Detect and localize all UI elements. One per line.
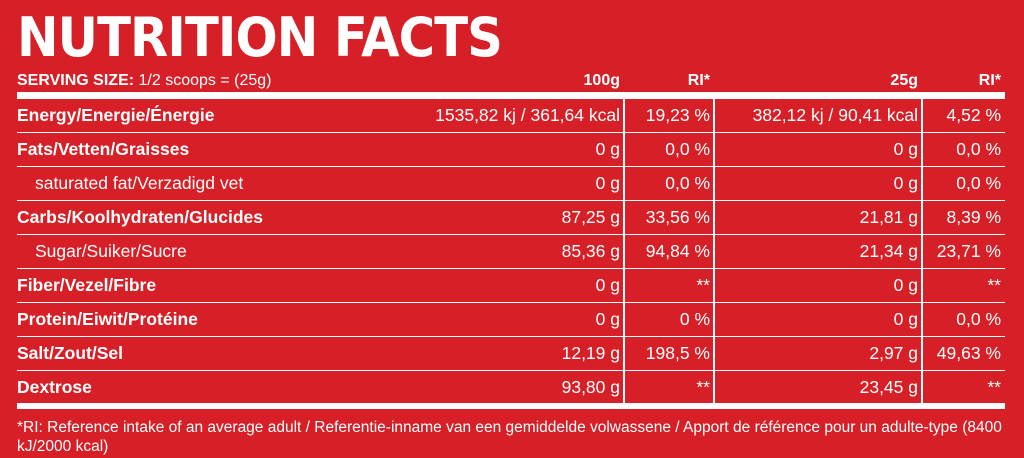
nutrient-row: Fats/Vetten/Graisses 0 g 0,0 % 0 g 0,0 % [17,133,1005,167]
ri-per-serving: 23,71 % [936,241,1001,261]
ri-per-100g: 0,0 % [665,139,710,159]
value-per-100g: 93,80 g [561,376,620,397]
ri-per-serving: 49,63 % [936,343,1001,363]
nutrient-row: Sugar/Suiker/Sucre 85,36 g 94,84 % 21,34 g 2… [17,235,1005,269]
nutrient-name: Protein/Eiwit/Protéine [17,309,198,329]
ri-per-100g: 0 % [679,309,710,329]
value-per-serving: 2,97 g [869,343,918,363]
nutrient-name: saturated fat/Verzadigd vet [35,173,244,193]
value-per-serving: 0 g [893,309,918,329]
nutrient-name: Salt/Zout/Sel [17,343,123,363]
column-divider [713,99,715,409]
serving-size-value: 1/2 scoops = (25g) [134,72,272,89]
header-per-100g: 100g [583,72,620,89]
footnote: *RI: Reference intake of an average adul… [17,419,1002,455]
nutrient-row: Carbs/Koolhydraten/Glucides 87,25 g 33,56 … [17,201,1005,235]
header-ri-serving: RI* [978,72,1001,89]
nutrient-row: Fiber/Vezel/Fibre 0 g ** 0 g ** [17,269,1005,303]
ri-per-serving: ** [987,376,1001,397]
value-per-serving: 0 g [893,173,918,193]
column-divider [623,99,625,409]
ri-per-100g: 33,56 % [645,207,710,227]
value-per-100g: 0 g [595,173,620,193]
value-per-serving: 21,81 g [859,207,918,227]
nutrient-row: Energy/Energie/Énergie 1535,82 kj / 361,6… [17,99,1005,133]
value-per-100g: 0 g [595,139,620,159]
value-per-100g: 87,25 g [561,207,620,227]
value-per-100g: 12,19 g [561,343,620,363]
nutrient-name: Carbs/Koolhydraten/Glucides [17,207,264,227]
serving-size-label: SERVING SIZE: [17,72,135,89]
ri-per-serving: ** [987,275,1001,295]
value-per-100g: 1535,82 kj / 361,64 kcal [435,105,620,125]
value-per-100g: 0 g [595,275,620,295]
nutrient-row: saturated fat/Verzadigd vet 0 g 0,0 % 0 g 0,… [17,167,1005,201]
ri-per-serving: 8,39 % [946,207,1001,227]
ri-per-100g: 198,5 % [645,343,710,363]
nutrition-facts-title: NUTRITION FACTS [17,6,503,69]
nutrient-name: Energy/Energie/Énergie [17,105,215,125]
ri-per-100g: ** [696,275,710,295]
ri-per-100g: ** [696,376,710,397]
value-per-serving: 0 g [893,275,918,295]
value-per-serving: 23,45 g [859,376,918,397]
nutrient-name: Dextrose [17,376,92,397]
nutrition-facts-panel: NUTRITION FACTS SERVING SIZE: 1/2 scoops… [17,8,1005,456]
header-per-serving: 25g [890,72,918,89]
value-per-serving: 0 g [893,139,918,159]
nutrient-row: Salt/Zout/Sel 12,19 g 198,5 % 2,97 g 49,63 % [17,337,1005,371]
nutrient-row: Protein/Eiwit/Protéine 0 g 0 % 0 g 0,0 % [17,303,1005,337]
column-divider [921,99,923,409]
value-per-100g: 85,36 g [561,241,620,261]
ri-per-serving: 0,0 % [956,309,1001,329]
serving-size: SERVING SIZE: 1/2 scoops = (25g) [17,70,1001,92]
serving-header-row: SERVING SIZE: 1/2 scoops = (25g) 100g RI… [17,70,1005,99]
ri-per-100g: 19,23 % [645,105,710,125]
ri-per-serving: 4,52 % [946,105,1001,125]
header-ri-100g: RI* [687,72,710,89]
value-per-serving: 21,34 g [859,241,918,261]
nutrient-row: Dextrose 93,80 g ** 23,45 g ** [17,371,1005,409]
ri-per-serving: 0,0 % [956,173,1001,193]
value-per-100g: 0 g [595,309,620,329]
ri-per-100g: 94,84 % [645,241,710,261]
ri-per-serving: 0,0 % [956,139,1001,159]
nutrient-name: Sugar/Suiker/Sucre [35,241,187,261]
nutrient-name: Fiber/Vezel/Fibre [17,275,157,295]
nutrient-name: Fats/Vetten/Graisses [17,139,190,159]
ri-per-100g: 0,0 % [665,173,710,193]
value-per-serving: 382,12 kj / 90,41 kcal [752,105,918,125]
nutrition-table: Energy/Energie/Énergie 1535,82 kj / 361,6… [17,99,1005,409]
